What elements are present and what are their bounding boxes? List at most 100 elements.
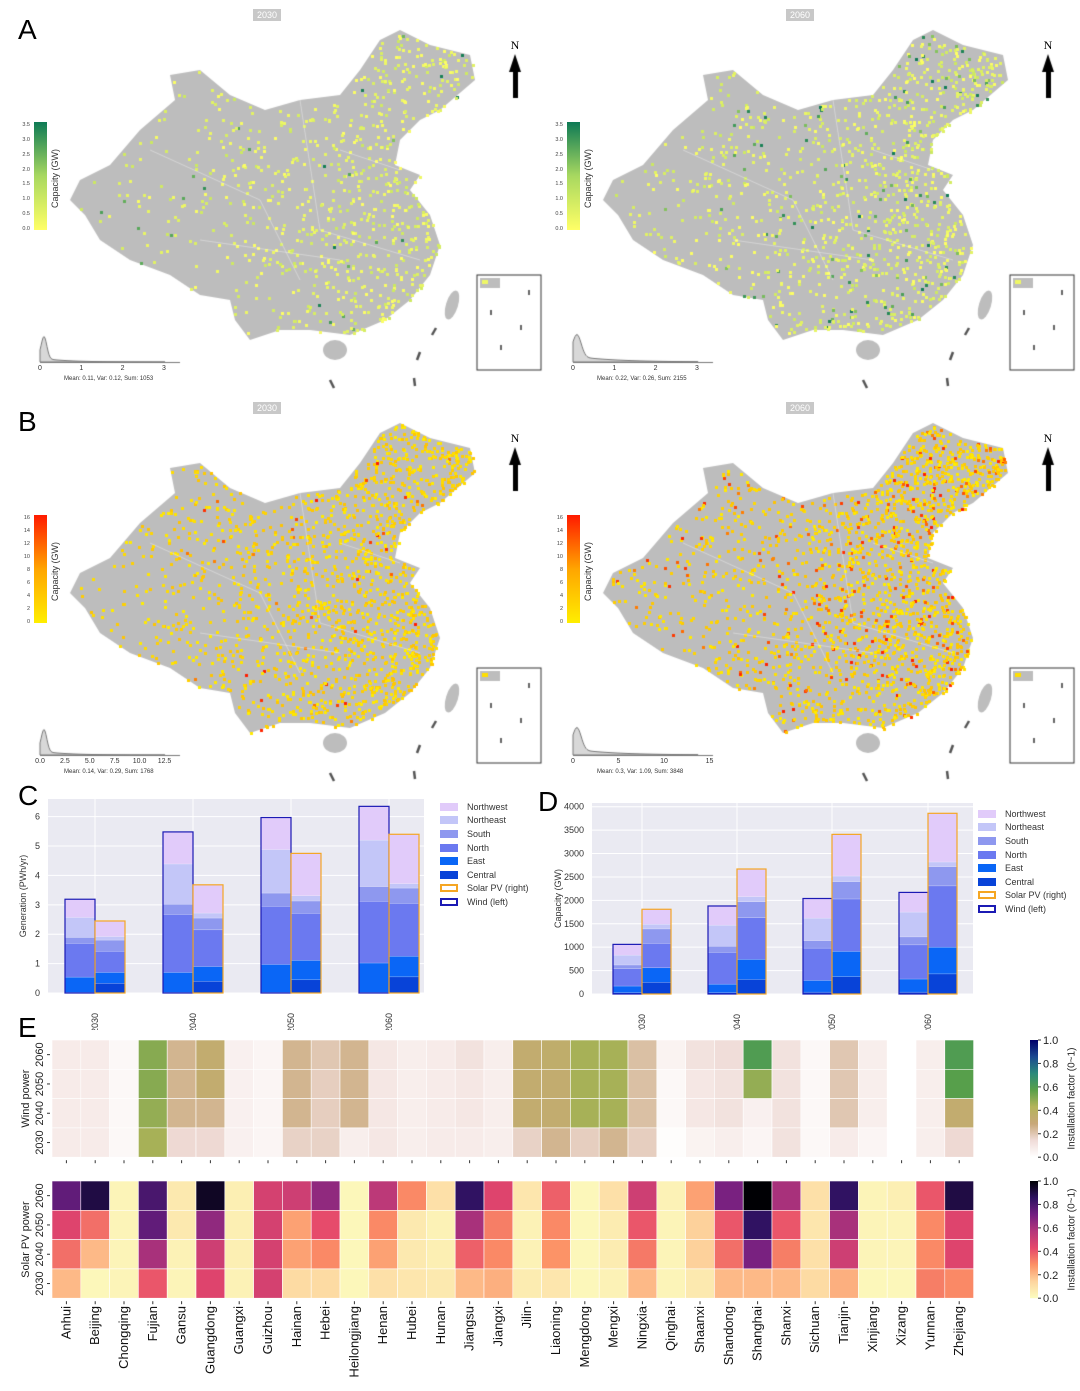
heatmap-cell xyxy=(829,1180,859,1211)
heatmap-cell xyxy=(771,1127,802,1158)
bar-segment-northeast xyxy=(358,839,390,887)
heatmap-cell xyxy=(138,1180,168,1211)
heatmap-cell xyxy=(886,1098,917,1129)
heatmap-cell xyxy=(282,1239,312,1270)
heatmap-cell xyxy=(195,1098,226,1129)
colorbar-tick: 2.5 xyxy=(22,151,30,158)
heatmap-cell xyxy=(742,1180,773,1211)
y-axis-label: Capacity (GW) xyxy=(553,869,563,928)
row-label: 2030 xyxy=(34,1130,46,1154)
province-label: Mengdong xyxy=(577,1306,592,1367)
legend-label: Wind (left) xyxy=(1005,903,1047,914)
heatmap-cell xyxy=(138,1068,168,1099)
colorbar xyxy=(34,122,47,230)
legend-label: Northeast xyxy=(1005,822,1045,833)
heatmap-cell xyxy=(886,1068,917,1099)
heatmap-cell xyxy=(426,1239,456,1270)
legend-label: Central xyxy=(1005,876,1035,887)
histogram-stats: Mean: 0.22, Var: 0.26, Sum: 2155 xyxy=(597,376,687,382)
heatmap-cell xyxy=(512,1127,542,1158)
heatmap-cell xyxy=(742,1268,773,1299)
heatmap-cell xyxy=(944,1239,974,1270)
legend-item: Northeast xyxy=(978,821,1067,835)
solar-bar-outline xyxy=(94,920,126,994)
bar-segment-northwest xyxy=(260,817,292,850)
province-label: Beijing xyxy=(87,1306,102,1345)
row-label: 2060 xyxy=(34,1183,46,1207)
heatmap-cell xyxy=(858,1239,888,1270)
heatmap-cell xyxy=(138,1127,168,1158)
legend-label: Central xyxy=(467,869,497,880)
colorbar-tick: 6 xyxy=(26,580,30,586)
heatmap-cell xyxy=(339,1098,370,1129)
heatmap-cell xyxy=(109,1098,139,1129)
row-label: 2060 xyxy=(34,1042,46,1066)
heatmap-cell xyxy=(109,1180,139,1211)
north-arrow-icon: N xyxy=(510,38,520,52)
heatmap-cell xyxy=(886,1239,917,1270)
heatmap-cell xyxy=(483,1098,514,1129)
colorbar-label: Capacity (GW) xyxy=(50,541,60,601)
colorbar-tick: 2 xyxy=(26,606,30,612)
legend-label: East xyxy=(1005,863,1024,874)
heatmap-cell xyxy=(829,1068,859,1099)
heatmap-cell xyxy=(224,1268,254,1299)
heatmap-cell xyxy=(915,1127,946,1158)
heatmap-cell xyxy=(282,1210,312,1240)
heatmap-cell xyxy=(166,1039,197,1070)
legend-item: North xyxy=(440,841,529,855)
heatmap-cell xyxy=(80,1268,110,1299)
heatmap-cell xyxy=(166,1068,197,1099)
bar-segment-south xyxy=(290,900,322,914)
y-axis-label: Generation (PWh/yr) xyxy=(18,855,28,938)
bar-segment-south xyxy=(831,881,862,900)
bar-segment-northeast xyxy=(802,917,833,941)
heatmap-cell xyxy=(195,1239,226,1270)
bar-segment-north xyxy=(641,943,672,969)
province-label: Guangdong xyxy=(202,1306,217,1374)
histogram-tick: 5.0 xyxy=(84,758,95,765)
bar-segment-north xyxy=(736,917,767,960)
x-tick-label: 2040 xyxy=(188,1013,198,1030)
bar-segment-east xyxy=(802,980,833,993)
bar-segment-east xyxy=(898,978,929,993)
bar-segment-north xyxy=(802,947,833,981)
bar-segment-northwest xyxy=(831,834,862,877)
bar-segment-northeast xyxy=(388,883,420,889)
heatmap-cell xyxy=(253,1068,283,1099)
capacity-map-a-2030: 2030 N 0.0 0.5 1.0 1.5 2.0 2.5 3.0 3.5 Capacity (G… xyxy=(0,0,547,393)
heatmap-cell xyxy=(800,1068,830,1099)
heatmap-cell xyxy=(426,1268,456,1299)
histogram-tick: 2.5 xyxy=(60,758,70,765)
heatmap-cell xyxy=(368,1239,398,1270)
year-label: 2060 xyxy=(786,9,815,21)
bar-segment-northwest xyxy=(290,853,322,896)
colorbar-tick: 0.8 xyxy=(1043,1058,1058,1070)
heatmap-cell xyxy=(570,1180,600,1211)
province-label: Qinghai xyxy=(663,1306,678,1351)
heatmap-cell xyxy=(454,1098,485,1129)
heatmap-cell xyxy=(51,1127,82,1158)
heatmap-cell xyxy=(224,1068,254,1099)
heatmap-cell xyxy=(656,1098,686,1129)
bar-segment-south xyxy=(898,936,929,946)
row-label: 2040 xyxy=(34,1242,46,1266)
bar-segment-northwest xyxy=(192,884,224,914)
heatmap-cell xyxy=(166,1180,197,1211)
heatmap-cell xyxy=(541,1239,571,1270)
row-label: 2050 xyxy=(34,1213,46,1237)
row-label: 2030 xyxy=(34,1271,46,1295)
legend-item: Solar PV (right) xyxy=(978,889,1067,903)
heatmap-cell xyxy=(915,1239,946,1270)
histogram-tick: 0.0 xyxy=(35,758,45,765)
x-tick-label: 2060 xyxy=(384,1013,394,1030)
heatmap-cell xyxy=(742,1239,773,1270)
legend-swatch xyxy=(978,850,996,859)
bar-segment-east xyxy=(290,960,322,981)
colorbar-tick: 1.5 xyxy=(22,181,30,188)
heatmap-cell xyxy=(512,1210,542,1240)
bar-segment-east xyxy=(358,962,390,993)
heatmap-cell xyxy=(858,1098,888,1129)
legend-swatch xyxy=(978,904,996,913)
heatmap-cell xyxy=(800,1210,830,1240)
